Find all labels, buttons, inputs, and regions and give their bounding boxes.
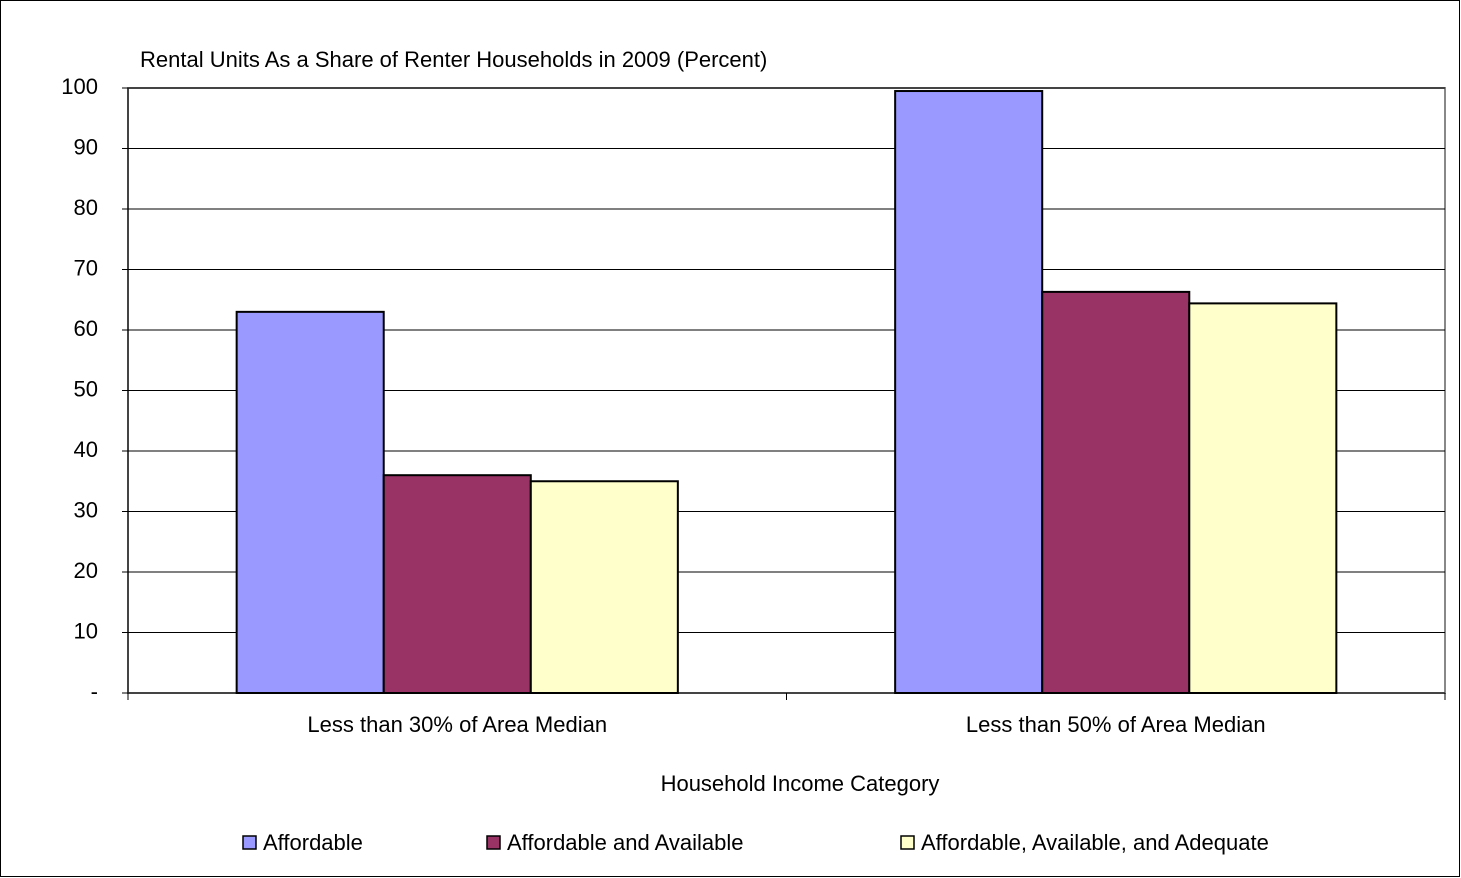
bar	[235, 310, 385, 694]
x-tick-label: Less than 50% of Area Median	[966, 712, 1266, 737]
chart-title: Rental Units As a Share of Renter Househ…	[140, 47, 767, 72]
y-tick-label: 20	[74, 558, 98, 583]
y-tick-label: 10	[74, 618, 98, 643]
y-tick-label: 30	[74, 497, 98, 522]
bar	[894, 90, 1044, 694]
legend-label: Affordable	[263, 830, 363, 855]
y-tick-label: 60	[74, 316, 98, 341]
y-tick-label: -	[91, 679, 98, 704]
legend-label: Affordable and Available	[507, 830, 744, 855]
bar	[382, 474, 532, 695]
x-axis-title: Household Income Category	[661, 771, 940, 796]
y-tick-label: 70	[74, 255, 98, 280]
legend-swatch	[900, 835, 915, 850]
y-tick-label: 80	[74, 195, 98, 220]
y-tick-label: 100	[61, 74, 98, 99]
y-tick-label: 40	[74, 437, 98, 462]
legend-label: Affordable, Available, and Adequate	[921, 830, 1269, 855]
y-tick-label: 90	[74, 134, 98, 159]
legend-swatch	[486, 835, 501, 850]
legend-swatch	[242, 835, 257, 850]
y-tick-label: 50	[74, 376, 98, 401]
bar	[1188, 302, 1338, 694]
bar	[1041, 290, 1191, 694]
bar	[529, 480, 679, 694]
x-tick-label: Less than 30% of Area Median	[307, 712, 607, 737]
